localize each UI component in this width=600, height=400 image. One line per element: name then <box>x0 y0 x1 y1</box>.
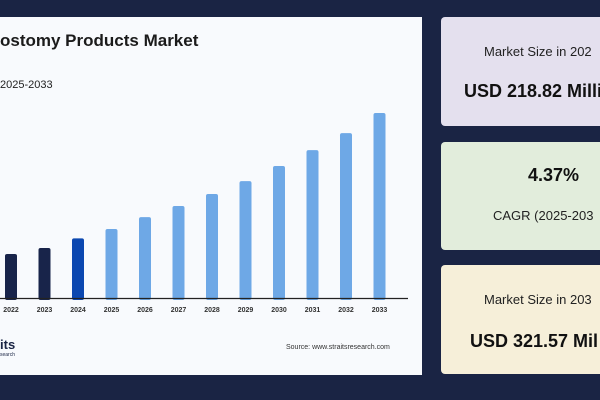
bar-2029 <box>239 181 252 300</box>
bar-2031 <box>306 150 319 300</box>
bar-2024 <box>72 238 84 300</box>
x-tick-label: 2030 <box>271 307 287 314</box>
card-label: Market Size in 202 <box>484 44 592 59</box>
bar-2030 <box>273 166 285 300</box>
bar-2028 <box>206 194 218 300</box>
x-tick-label: 2027 <box>171 307 187 314</box>
market-size-forecast-card: Market Size in 203 USD 321.57 Mil <box>441 265 600 374</box>
chart-subtitle: 2025-2033 <box>0 79 53 91</box>
bar-2032 <box>340 133 352 300</box>
x-tick-label: 2028 <box>204 307 220 314</box>
x-tick-label: 2025 <box>104 307 120 314</box>
bar-2023 <box>38 247 51 300</box>
bar-2022 <box>5 254 17 300</box>
chart-title: ostomy Products Market <box>0 31 199 50</box>
card-label: Market Size in 203 <box>484 292 592 307</box>
card-label: CAGR (2025-203 <box>493 208 594 223</box>
card-value: USD 218.82 Milli <box>464 81 600 101</box>
x-tick-label: 2024 <box>70 307 86 314</box>
x-tick-label: 2031 <box>305 307 321 314</box>
bar-2025 <box>105 229 118 300</box>
x-tick-label: 2023 <box>37 307 53 314</box>
card-value: 4.37% <box>528 165 580 185</box>
straits-logo: its search <box>0 337 16 358</box>
x-tick-label: 2029 <box>238 307 254 314</box>
chart-panel: ostomy Products Market 2025-2033 2022 202… <box>0 17 422 375</box>
market-size-base-card: Market Size in 202 USD 218.82 Milli <box>441 17 600 126</box>
bar-2027 <box>172 205 185 300</box>
x-tick-label: 2022 <box>3 307 19 314</box>
bar-2033 <box>373 113 386 300</box>
x-tick-label: 2026 <box>137 307 153 314</box>
card-value: USD 321.57 Mil <box>470 331 599 351</box>
bar-2026 <box>139 217 151 300</box>
x-tick-label: 2033 <box>372 307 388 314</box>
x-tick-label: 2032 <box>338 307 354 314</box>
cagr-card: 4.37% CAGR (2025-203 <box>441 142 600 250</box>
bar-chart: 2022 2023 2024 2025 2026 2027 2028 2029 2030 2031… <box>0 113 408 314</box>
source-text: Source: www.straitsresearch.com <box>286 344 390 351</box>
